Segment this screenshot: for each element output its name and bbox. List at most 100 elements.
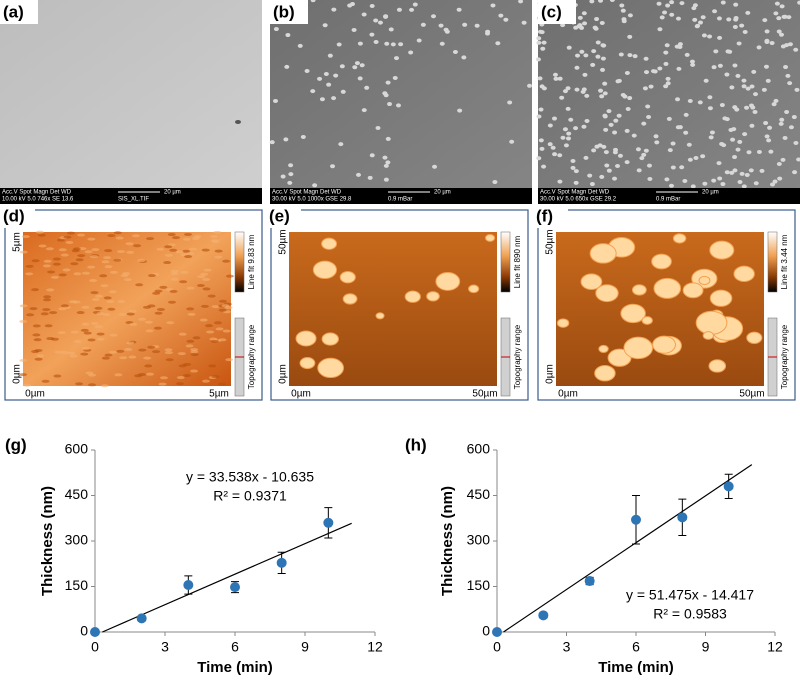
particle bbox=[600, 67, 606, 72]
grain bbox=[709, 240, 735, 260]
grain bbox=[142, 305, 151, 309]
particle bbox=[761, 87, 767, 92]
grain bbox=[164, 253, 173, 257]
grain bbox=[138, 317, 147, 321]
particle bbox=[690, 62, 696, 67]
particle bbox=[383, 14, 389, 19]
sem-image bbox=[0, 0, 262, 190]
particle bbox=[304, 69, 310, 74]
grain bbox=[299, 356, 316, 370]
particle bbox=[354, 61, 360, 66]
particle bbox=[612, 130, 618, 135]
particle bbox=[643, 56, 649, 61]
particle bbox=[507, 100, 513, 105]
particle bbox=[641, 152, 647, 157]
particle bbox=[420, 22, 426, 27]
panel-label: (e) bbox=[269, 206, 290, 225]
particle bbox=[641, 121, 647, 126]
grain bbox=[435, 272, 461, 291]
particle bbox=[382, 155, 388, 160]
particle bbox=[539, 84, 545, 89]
grain bbox=[44, 324, 53, 328]
grain bbox=[113, 231, 122, 235]
grain bbox=[43, 259, 52, 263]
particle bbox=[498, 13, 504, 18]
particle bbox=[382, 91, 388, 96]
particle bbox=[707, 34, 713, 39]
particle bbox=[527, 83, 533, 88]
grain bbox=[80, 328, 89, 332]
particle bbox=[664, 43, 670, 48]
particle bbox=[581, 11, 587, 16]
particle bbox=[739, 171, 745, 176]
grain bbox=[631, 284, 647, 296]
particle bbox=[583, 53, 589, 58]
particle bbox=[756, 149, 762, 154]
particle bbox=[369, 32, 375, 37]
grain bbox=[73, 272, 82, 276]
particle bbox=[764, 134, 770, 139]
grain bbox=[41, 379, 50, 383]
particle bbox=[745, 86, 751, 91]
particle bbox=[565, 106, 571, 111]
particle bbox=[583, 155, 589, 160]
grain bbox=[146, 237, 155, 241]
particle bbox=[765, 78, 771, 83]
grain bbox=[60, 253, 69, 257]
particle bbox=[750, 105, 756, 110]
grain bbox=[164, 245, 173, 249]
grain bbox=[200, 272, 209, 276]
particle bbox=[777, 176, 783, 181]
data-point bbox=[136, 613, 147, 624]
grain bbox=[100, 384, 109, 388]
grain bbox=[125, 242, 134, 246]
x-right: 50µm bbox=[739, 389, 764, 400]
grain bbox=[91, 248, 100, 252]
grain bbox=[104, 353, 113, 357]
particle bbox=[396, 7, 402, 12]
particle bbox=[537, 29, 543, 34]
particle bbox=[778, 121, 784, 126]
grain bbox=[158, 382, 167, 386]
particle bbox=[603, 127, 609, 132]
particle bbox=[797, 0, 800, 5]
particle bbox=[383, 177, 389, 182]
grain bbox=[404, 290, 421, 303]
particle bbox=[317, 76, 323, 81]
particle bbox=[599, 174, 605, 179]
grain bbox=[57, 331, 66, 335]
grain bbox=[594, 365, 616, 382]
grain bbox=[128, 309, 137, 313]
grain bbox=[71, 249, 80, 253]
grain bbox=[186, 339, 195, 343]
grain bbox=[222, 329, 231, 333]
x-left: 0µm bbox=[25, 389, 45, 400]
particle bbox=[312, 183, 318, 188]
particle bbox=[712, 9, 718, 14]
particle bbox=[547, 142, 553, 147]
particle bbox=[787, 81, 793, 86]
grain bbox=[698, 275, 711, 286]
particle bbox=[541, 40, 547, 45]
grain bbox=[87, 265, 96, 269]
panel-label: (d) bbox=[3, 206, 25, 225]
topo-range: Topography range bbox=[247, 324, 256, 389]
grain bbox=[19, 250, 28, 254]
particle bbox=[361, 12, 367, 17]
particle bbox=[509, 139, 515, 144]
particle bbox=[387, 102, 393, 107]
grain bbox=[94, 306, 103, 310]
grain bbox=[222, 259, 231, 263]
grain bbox=[65, 240, 74, 244]
particle bbox=[361, 108, 367, 113]
grain bbox=[653, 277, 682, 299]
x-right: 5µm bbox=[209, 389, 229, 400]
particle bbox=[563, 143, 569, 148]
particle bbox=[560, 135, 566, 140]
particle bbox=[700, 154, 706, 159]
grain bbox=[26, 313, 35, 317]
particle bbox=[753, 92, 759, 97]
particle bbox=[408, 50, 414, 55]
particle bbox=[323, 71, 329, 76]
grain bbox=[99, 274, 108, 278]
